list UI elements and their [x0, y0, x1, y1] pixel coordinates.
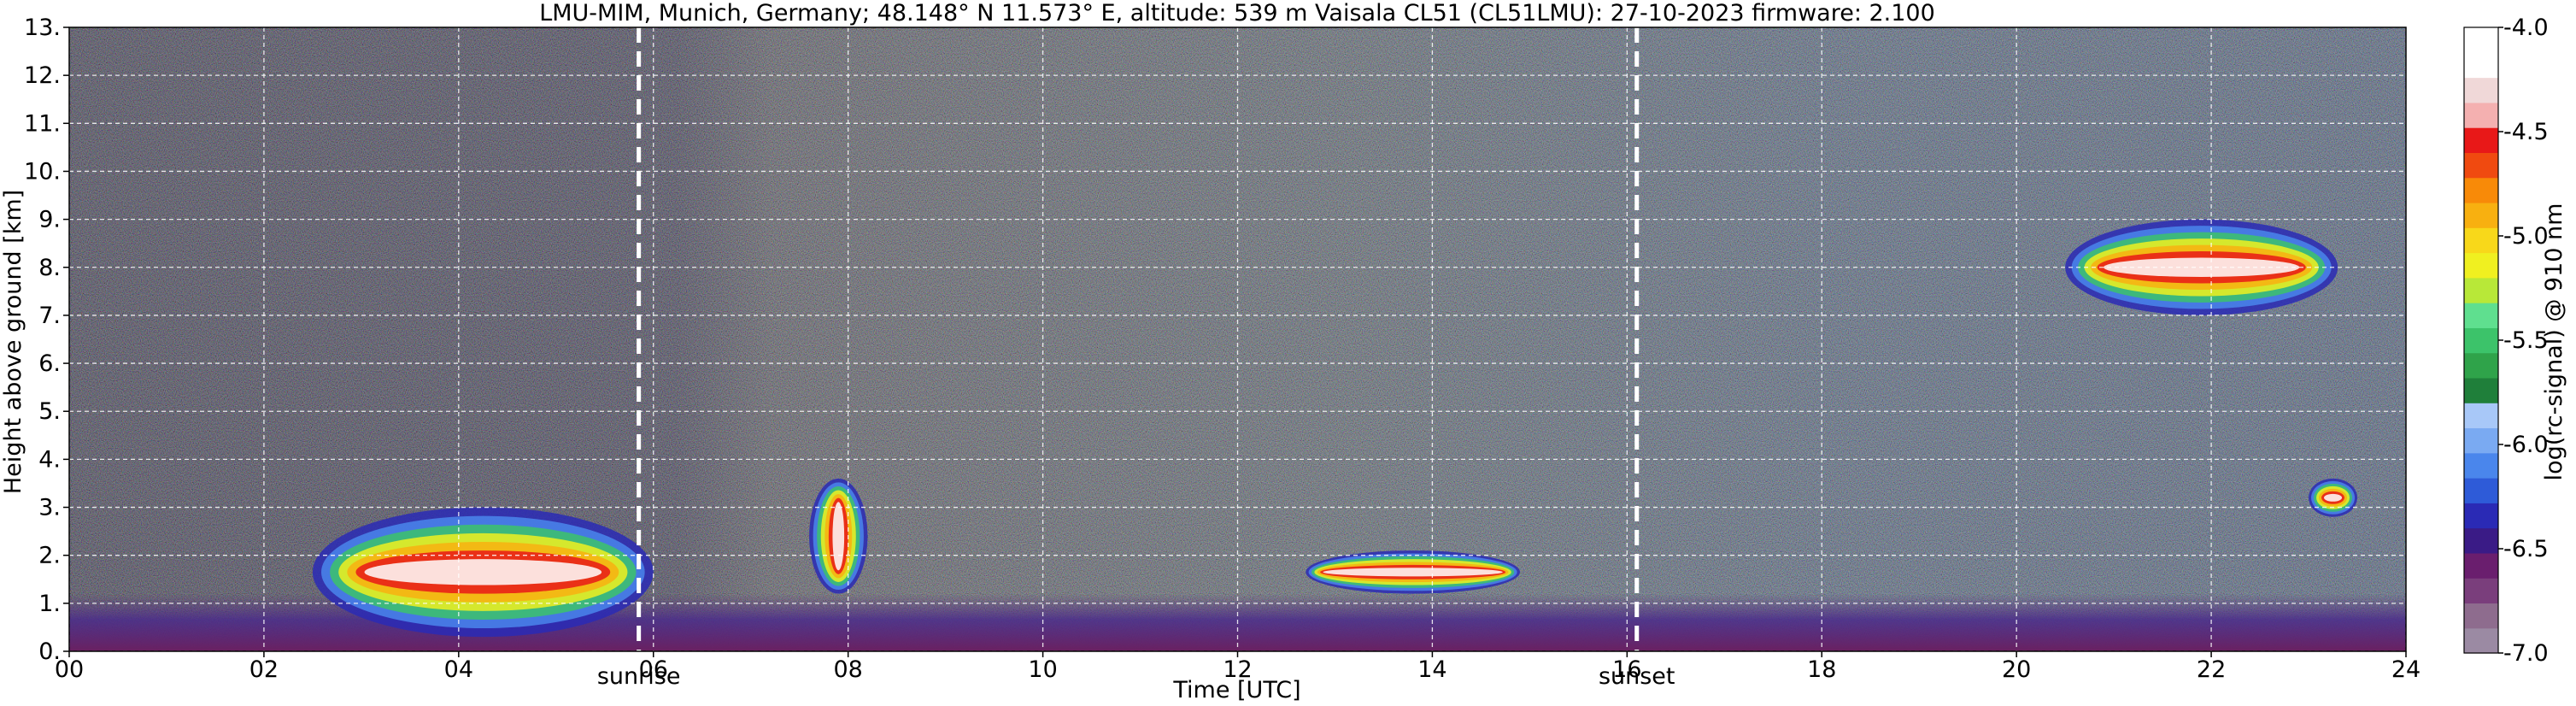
- x-tick-label: 00: [55, 656, 84, 683]
- colorbar-label: log(rc-signal) @ 910 nm: [2541, 203, 2567, 481]
- x-tick-label: 04: [444, 656, 473, 683]
- x-tick-label: 24: [2391, 656, 2421, 683]
- y-tick-label: 7.: [38, 303, 61, 329]
- colorbar: -7.0 -6.5 -6.0 -5.5 -5.0 -4.5 -4.0: [2463, 15, 2549, 667]
- marker-label-sunset: sunset: [1599, 663, 1675, 690]
- colorbar-segment: [2464, 152, 2498, 179]
- chart-title: LMU-MIM, Munich, Germany; 48.148° N 11.5…: [539, 0, 1935, 26]
- colorbar-segment: [2464, 127, 2498, 153]
- feature-low-cloud-layer: [312, 507, 654, 638]
- features-layer: [69, 219, 2406, 651]
- colorbar-segment: [2464, 352, 2498, 379]
- sun-markers: [637, 27, 1640, 651]
- y-tick-label: 1.: [38, 591, 61, 617]
- colorbar-segment: [2464, 277, 2498, 303]
- y-tick-label: 0.: [38, 638, 61, 665]
- colorbar-tick-label: -4.5: [2503, 119, 2549, 145]
- colorbar-segment: [2464, 252, 2498, 279]
- colorbar-segment: [2464, 552, 2498, 579]
- y-tick-label: 11.: [24, 110, 61, 137]
- x-tick-label: 06: [639, 656, 668, 683]
- grid: [69, 27, 2406, 651]
- colorbar-segment: [2464, 377, 2498, 403]
- x-tick-label: 02: [249, 656, 279, 683]
- x-tick-label: 14: [1417, 656, 1446, 683]
- y-tick-label: 9.: [38, 207, 61, 233]
- marker-label-sunrise: sunrise: [597, 663, 681, 690]
- plot-area: [69, 27, 2406, 651]
- y-tick-label: 6.: [38, 350, 61, 377]
- colorbar-segment: [2464, 403, 2498, 429]
- y-tick-label: 13.: [24, 15, 61, 41]
- feature-cloud-13-utc: [1306, 550, 1520, 594]
- colorbar-segment: [2464, 478, 2498, 503]
- colorbar-segment: [2464, 578, 2498, 604]
- x-axis-label: Time [UTC]: [1172, 677, 1300, 703]
- colorbar-segment: [2464, 503, 2498, 529]
- colorbar-segment: [2464, 77, 2498, 103]
- y-tick-label: 12.: [24, 62, 61, 89]
- y-tick-label: 3.: [38, 495, 61, 521]
- colorbar-tick-label: -5.0: [2503, 223, 2549, 250]
- y-axis-label: Height above ground [km]: [0, 190, 26, 494]
- y-tick-label: 2.: [38, 543, 61, 569]
- feature-cloud-23-utc: [2309, 478, 2358, 517]
- x-tick-label: 08: [833, 656, 862, 683]
- x-tick-label: 10: [1028, 656, 1057, 683]
- colorbar-segment: [2464, 452, 2498, 479]
- colorbar-segment: [2464, 303, 2498, 328]
- feature-cloud-08-utc: [809, 478, 868, 594]
- colorbar-tick-label: -4.0: [2503, 15, 2549, 41]
- x-tick-label: 16: [1612, 656, 1641, 683]
- colorbar-segment: [2464, 227, 2498, 254]
- x-tick-label: 22: [2197, 656, 2226, 683]
- colorbar-segment: [2464, 27, 2498, 53]
- x-tick-label: 18: [1807, 656, 1836, 683]
- x-tick-label: 12: [1223, 656, 1252, 683]
- colorbar-segment: [2464, 627, 2498, 654]
- y-axis: 0. 1. 2. 3. 4. 5. 6. 7. 8. 9. 10. 11. 12. 13.: [24, 15, 69, 665]
- colorbar-segment: [2464, 327, 2498, 354]
- colorbar-segment: [2464, 202, 2498, 228]
- colorbar-tick-label: -7.0: [2503, 640, 2549, 667]
- x-tick-label: 20: [2002, 656, 2031, 683]
- y-tick-label: 5.: [38, 398, 61, 425]
- colorbar-segment: [2464, 427, 2498, 454]
- y-tick-label: 4.: [38, 446, 61, 473]
- marker-labels: sunrise sunset: [597, 663, 1675, 690]
- colorbar-segment: [2464, 52, 2498, 79]
- colorbar-tick-label: -6.5: [2503, 536, 2549, 562]
- y-tick-label: 10.: [24, 158, 61, 185]
- colorbar-tick-label: -5.5: [2503, 327, 2549, 354]
- x-axis: 00 02 04 06 08 10 12 14 16 18 20 22 24: [55, 651, 2421, 683]
- colorbar-segment: [2464, 177, 2498, 203]
- y-tick-label: 8.: [38, 255, 61, 281]
- colorbar-tick-label: -6.0: [2503, 432, 2549, 458]
- colorbar-segment: [2464, 527, 2498, 554]
- colorbar-segment: [2464, 102, 2498, 128]
- colorbar-segment: [2464, 603, 2498, 629]
